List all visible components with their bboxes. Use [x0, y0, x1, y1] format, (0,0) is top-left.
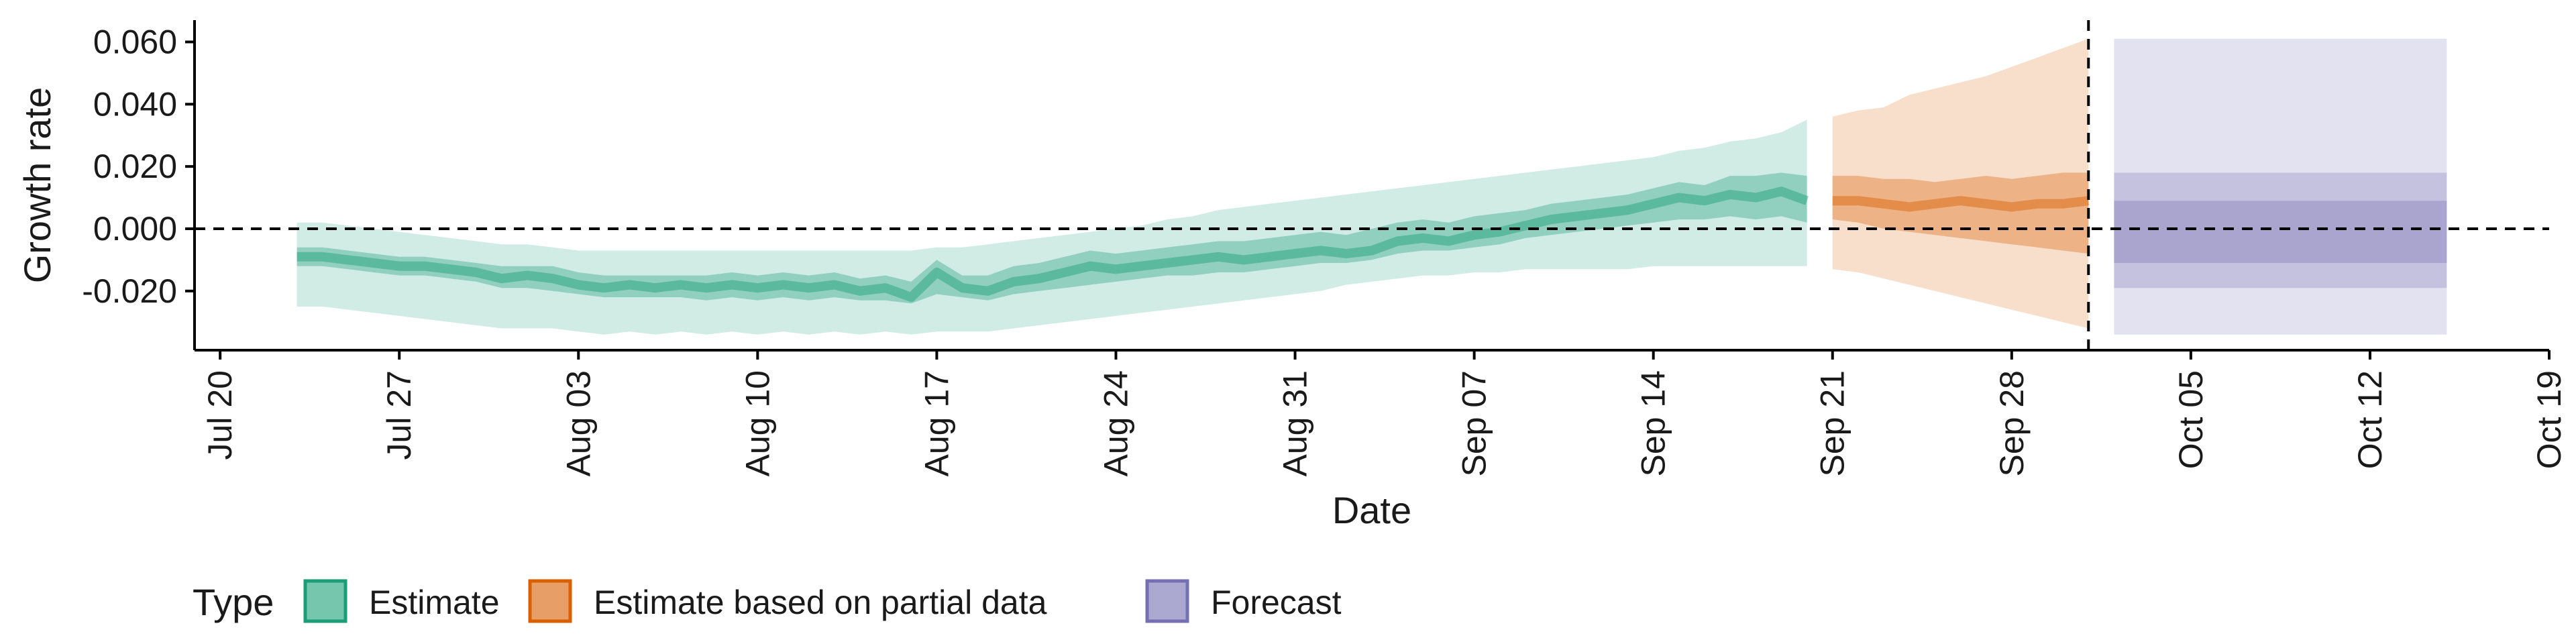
x-tick-label: Jul 27 [380, 370, 418, 460]
y-tick-label: 0.000 [93, 210, 177, 248]
y-ticks: -0.020 0.000 0.020 0.040 0.060 [82, 23, 195, 310]
x-axis-title: Date [1332, 489, 1411, 531]
x-tick-label: Aug 24 [1097, 370, 1134, 476]
x-tick-label: Aug 10 [739, 370, 776, 476]
legend-swatch [528, 579, 572, 623]
median-line-partial [1832, 196, 2090, 212]
x-tick-label: Oct 05 [2172, 370, 2210, 469]
x-tick-label: Oct 12 [2351, 370, 2389, 469]
series-bands [297, 38, 2447, 335]
x-tick-label: Aug 03 [559, 370, 597, 476]
legend-swatch [303, 579, 347, 623]
median-line-estimate [297, 186, 1809, 303]
series-partial [1832, 38, 2090, 329]
y-axis-title: Growth rate [16, 87, 58, 284]
x-tick-label: Aug 17 [918, 370, 955, 476]
x-tick-label: Jul 20 [201, 370, 239, 460]
x-tick-label: Aug 31 [1277, 370, 1314, 476]
y-tick-label: 0.060 [93, 23, 177, 60]
legend: Type Estimate Estimate based on partial d… [193, 579, 1342, 623]
x-tick-label: Oct 19 [2530, 370, 2568, 469]
x-tick-label: Sep 14 [1635, 370, 1672, 476]
band-90-forecast [2114, 172, 2447, 288]
series-estimate [297, 119, 1809, 335]
x-tick-label: Sep 21 [1814, 370, 1851, 476]
axes [193, 20, 2549, 352]
band-50-estimate [297, 172, 1807, 304]
legend-swatch [1145, 579, 1189, 623]
series-forecast [2114, 38, 2447, 335]
x-ticks: Jul 20 Jul 27 Aug 03 Aug 10 Aug 17 Aug 24 Aug … [201, 350, 2568, 476]
y-tick-label: 0.020 [93, 148, 177, 185]
band-90-estimate [297, 119, 1807, 335]
legend-label: Forecast [1211, 584, 1342, 621]
x-tick-label: Sep 07 [1456, 370, 1493, 476]
band-90-partial [1832, 38, 2089, 329]
x-tick-label: Sep 28 [1993, 370, 2031, 476]
legend-label: Estimate based on partial data [594, 584, 1047, 621]
band-outer-forecast [2114, 38, 2447, 335]
y-tick-label: 0.040 [93, 85, 177, 123]
band-50-forecast [2114, 201, 2447, 263]
band-50-partial [1832, 172, 2089, 254]
reference-lines [195, 20, 2549, 350]
legend-title: Type [193, 581, 274, 623]
y-tick-label: -0.020 [82, 272, 177, 310]
legend-label: Estimate [369, 584, 500, 621]
